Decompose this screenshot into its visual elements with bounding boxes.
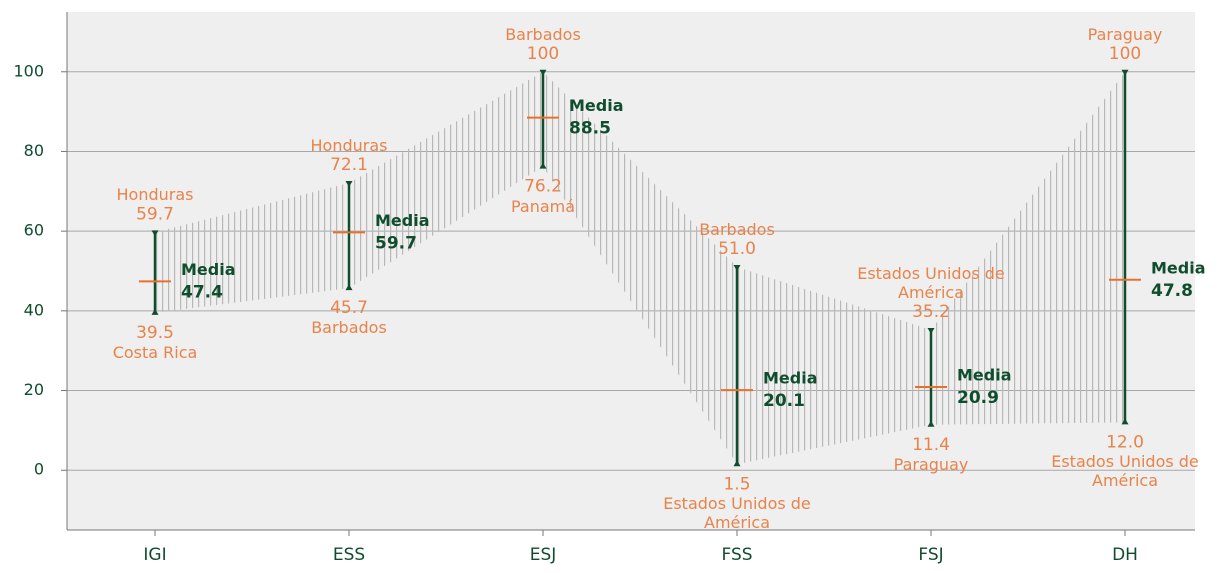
min-country: Estados Unidos de América — [1051, 452, 1199, 491]
y-tick-label: 80 — [24, 141, 44, 160]
mean-value: 88.5 — [569, 119, 611, 139]
max-label: 59.7 — [136, 204, 174, 224]
max-cap — [1121, 69, 1129, 76]
min-country: Barbados — [311, 318, 387, 338]
max-country: Barbados — [699, 220, 775, 239]
mean-name: Media — [375, 211, 430, 230]
min-label: 39.5 — [136, 323, 174, 343]
mean-value: 47.8 — [1151, 281, 1193, 301]
min-cap — [733, 460, 741, 467]
max-label: 100 — [527, 44, 559, 64]
mean-name: Media — [957, 365, 1012, 384]
max-label: 100 — [1109, 44, 1141, 64]
min-country: Costa Rica — [112, 342, 198, 362]
max-label: 72.1 — [330, 155, 368, 175]
mean-value: 20.9 — [957, 388, 999, 408]
max-cap — [151, 230, 159, 237]
max-label: 35.2 — [912, 302, 950, 322]
min-label: 1.5 — [723, 474, 750, 494]
x-tick-label: FSJ — [918, 545, 943, 565]
y-tick-label: 40 — [24, 300, 44, 319]
range-area — [155, 71, 1125, 465]
max-cap — [345, 180, 353, 187]
max-cap — [733, 265, 741, 272]
x-tick-label: ESS — [333, 545, 365, 565]
x-tick-label: IGI — [143, 545, 166, 565]
min-label: 11.4 — [912, 435, 950, 455]
min-label: 12.0 — [1106, 432, 1144, 452]
min-cap — [1121, 418, 1129, 425]
x-tick-label: FSS — [721, 545, 752, 565]
max-cap — [927, 327, 935, 334]
y-tick-label: 0 — [34, 460, 44, 479]
min-cap — [345, 284, 353, 291]
max-country: Paraguay — [1087, 24, 1163, 44]
min-country: Paraguay — [893, 454, 969, 474]
min-cap — [539, 162, 547, 169]
max-country: Estados Unidos de América — [857, 263, 1005, 302]
mean-value: 47.4 — [181, 282, 223, 302]
min-label: 45.7 — [330, 298, 368, 318]
mean-value: 59.7 — [375, 233, 417, 253]
mean-value: 20.1 — [763, 391, 805, 411]
max-country: Honduras — [116, 185, 194, 205]
max-label: 51.0 — [718, 239, 756, 259]
x-tick-label: DH — [1112, 545, 1138, 565]
max-country: Barbados — [505, 24, 581, 44]
y-tick-label: 20 — [24, 380, 44, 399]
min-label: 76.2 — [524, 177, 562, 197]
min-cap — [927, 420, 935, 427]
mean-name: Media — [569, 96, 624, 115]
y-tick-label: 60 — [24, 221, 44, 240]
max-cap — [539, 69, 547, 76]
max-country: Honduras — [310, 135, 388, 155]
mean-name: Media — [1151, 258, 1206, 277]
min-country: Estados Unidos de América — [663, 494, 811, 533]
min-cap — [151, 308, 159, 315]
min-country: Panamá — [510, 196, 576, 216]
y-tick-label: 100 — [13, 61, 44, 80]
x-tick-label: ESJ — [530, 545, 557, 565]
mean-name: Media — [181, 260, 236, 279]
mean-name: Media — [763, 369, 818, 388]
